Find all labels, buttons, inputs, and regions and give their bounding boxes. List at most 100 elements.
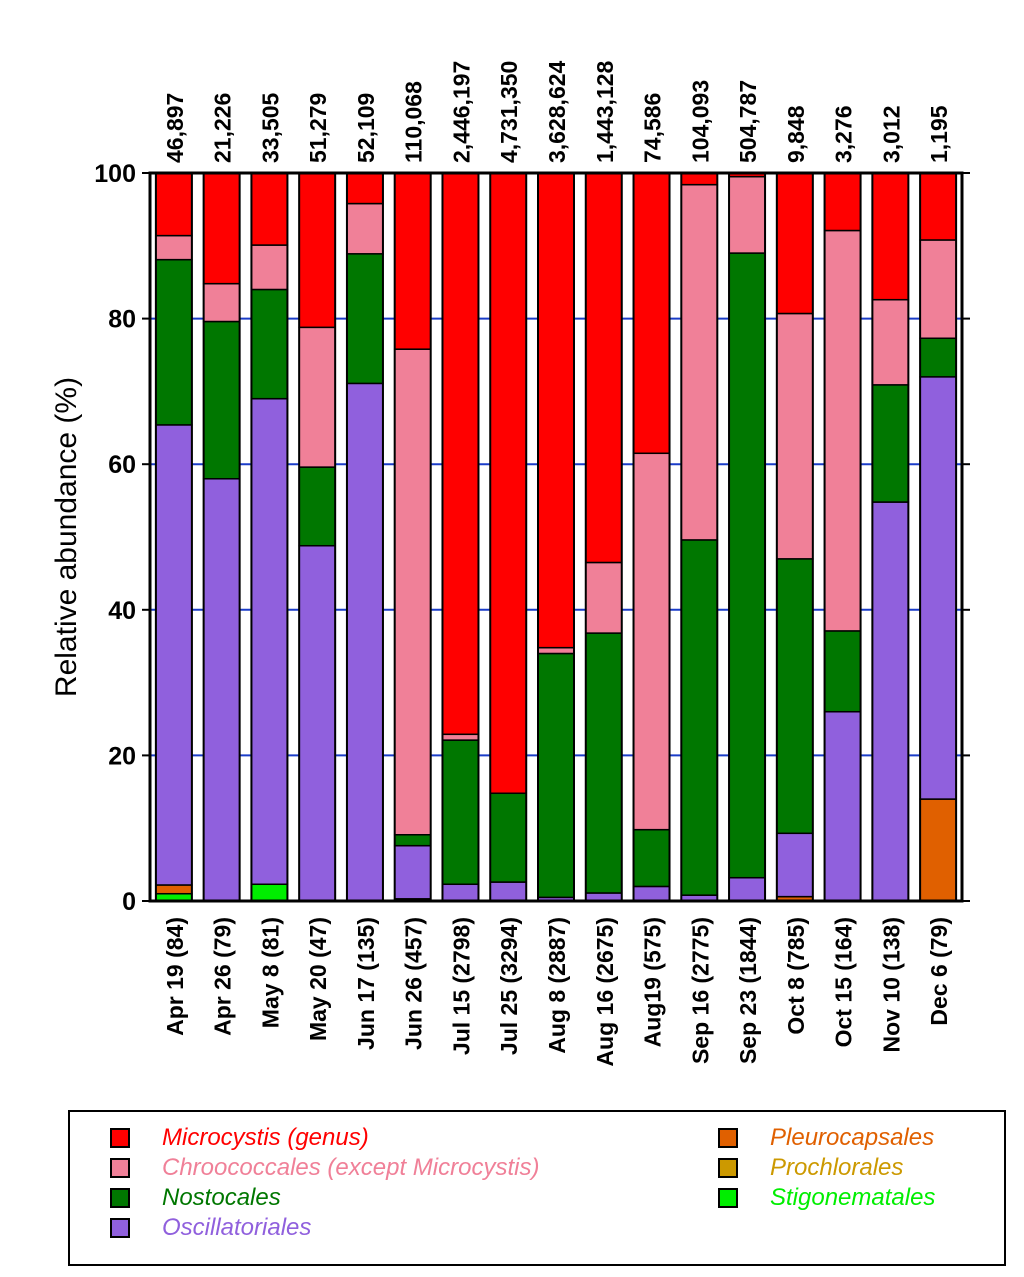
top-value-label: 2,446,197 (448, 61, 474, 163)
top-value-label: 21,226 (210, 93, 236, 163)
bar-segment (919, 239, 957, 340)
bar-segment (202, 320, 241, 480)
legend-swatch (110, 1188, 130, 1208)
x-category-label: Jun 26 (457) (401, 917, 427, 1050)
bar-segment (346, 382, 384, 902)
legend-swatch (718, 1128, 738, 1148)
legend-label: Prochlorales (770, 1154, 904, 1181)
top-value-label: 33,505 (257, 92, 283, 163)
plot-frame (148, 171, 964, 903)
top-value-label: 104,093 (687, 80, 713, 163)
bar-segment (585, 561, 623, 634)
x-category-label: Dec 6 (79) (926, 917, 952, 1026)
x-category-label: May 8 (81) (257, 917, 283, 1028)
legend-label: Stigonematales (770, 1184, 936, 1211)
legend-item: Nostocales (110, 1184, 281, 1212)
x-category-label: Jul 25 (3294) (496, 917, 522, 1055)
top-value-label: 110,068 (401, 81, 427, 163)
bar-segment (585, 632, 623, 894)
bar-segment (728, 175, 766, 254)
bar-segment (537, 652, 575, 899)
bar-segment (776, 558, 814, 835)
bar-segment (680, 183, 719, 541)
legend: Microcystis (genus) Chroococcales (except… (68, 1110, 1006, 1266)
y-tick-label: 100 (94, 160, 136, 188)
bar-segment (441, 733, 480, 741)
bar-segment (776, 832, 814, 898)
x-category-labels: Apr 19 (84) Apr 26 (79) May 8 (81) May 20 (… (162, 917, 952, 1067)
bar-segment (298, 326, 336, 468)
bar-segment (298, 172, 336, 329)
top-value-label: 9,848 (783, 105, 809, 163)
bar-segment (728, 876, 766, 902)
x-category-label: Nov 10 (138) (878, 917, 904, 1053)
bars (154, 172, 958, 902)
x-category-label: Aug 8 (2887) (544, 917, 570, 1054)
bar-segment (346, 202, 384, 255)
bar-segment (823, 630, 862, 713)
legend-item: Stigonematales (718, 1184, 935, 1212)
legend-label: Microcystis (genus) (162, 1124, 369, 1151)
y-axis-label: Relative abundance (%) (50, 377, 83, 697)
bar-segment (155, 172, 193, 237)
x-category-label: Apr 26 (79) (210, 917, 236, 1036)
bar-segment (393, 348, 432, 836)
x-category-label: Jun 17 (135) (353, 917, 379, 1050)
top-value-label: 504,787 (735, 80, 761, 163)
x-category-label: Aug 16 (2675) (592, 917, 618, 1067)
bar-segment (871, 172, 910, 301)
bar-segment (728, 252, 766, 879)
bar-segment (202, 282, 241, 323)
bar-segment (155, 258, 193, 426)
bar-segment (919, 172, 957, 241)
legend-swatch (110, 1128, 130, 1148)
x-category-label: Sep 23 (1844) (735, 917, 761, 1064)
x-category-label: Aug19 (575) (640, 917, 666, 1047)
bar-segment (250, 288, 289, 400)
bar-segment (823, 172, 862, 232)
bar-segment (823, 710, 862, 902)
y-tick-label: 80 (108, 306, 136, 334)
bar-segment (632, 452, 671, 831)
top-value-label: 74,586 (640, 93, 666, 163)
bar-segment (489, 792, 527, 883)
top-value-label: 3,276 (831, 105, 857, 163)
legend-item: Pleurocapsales (718, 1124, 934, 1152)
y-tick-label: 0 (122, 888, 136, 916)
legend-label: Oscillatoriales (162, 1214, 312, 1241)
legend-swatch (110, 1158, 130, 1178)
bar-segment (155, 234, 193, 261)
top-value-label: 46,897 (162, 93, 188, 163)
bar-segment (776, 172, 814, 315)
top-value-label: 3,012 (878, 105, 904, 163)
legend-label: Chroococcales (except Microcystis) (162, 1154, 540, 1181)
top-value-label: 1,443,128 (592, 60, 618, 163)
legend-swatch (110, 1218, 130, 1238)
x-category-label: Apr 19 (84) (162, 917, 188, 1036)
top-value-label: 3,628,624 (544, 60, 570, 163)
bar-segment (919, 376, 957, 800)
y-tick-label: 20 (108, 742, 136, 770)
bar-segment (919, 798, 957, 902)
bar-segment (202, 478, 241, 902)
x-category-label: May 20 (47) (305, 917, 331, 1041)
bar-segment (585, 172, 623, 564)
legend-item: Chroococcales (except Microcystis) (110, 1154, 539, 1182)
bar-segment (346, 172, 384, 205)
bar-segment (632, 885, 671, 902)
bar-segment (346, 253, 384, 385)
bar-segment (776, 312, 814, 560)
bar-segment (393, 844, 432, 900)
bar-segment (250, 397, 289, 886)
legend-label: Nostocales (162, 1184, 281, 1211)
top-value-label: 1,195 (926, 105, 952, 163)
top-value-labels: 46,897 21,226 33,505 51,279 52,109 110,068 2,4… (162, 60, 952, 163)
legend-label: Pleurocapsales (770, 1124, 935, 1151)
legend-swatch (718, 1188, 738, 1208)
bar-segment (680, 539, 719, 896)
y-tick-label: 40 (108, 597, 136, 625)
bar-segment (632, 828, 671, 888)
x-category-label: Jul 15 (2798) (448, 917, 474, 1055)
bar-segment (298, 466, 336, 547)
bar-segment (393, 172, 432, 350)
